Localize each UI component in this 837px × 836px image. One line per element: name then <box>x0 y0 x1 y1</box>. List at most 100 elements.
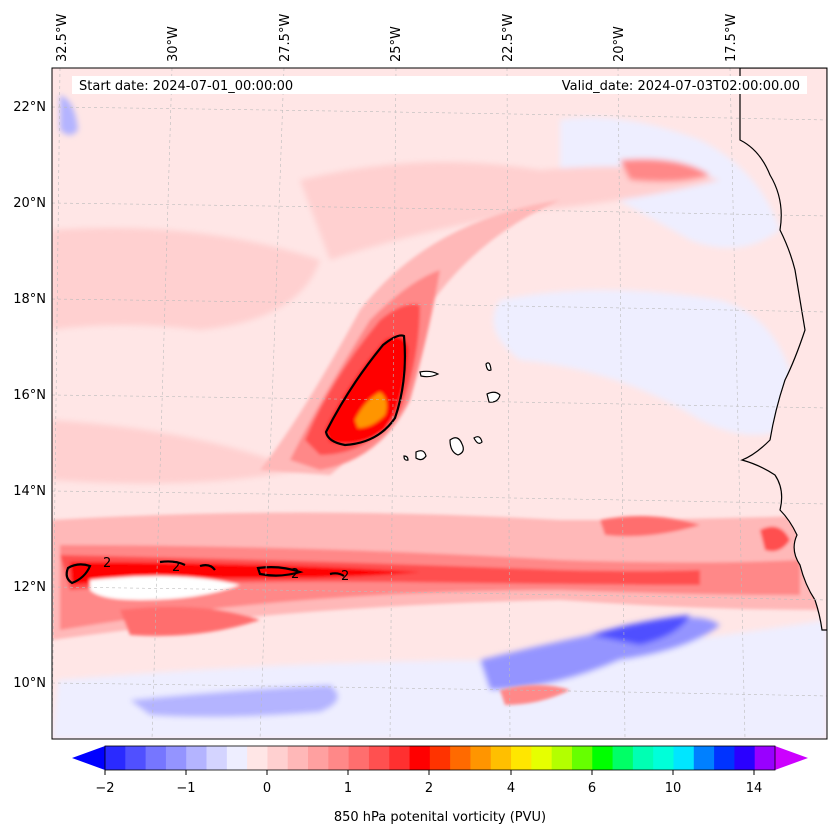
lon-gridline <box>729 68 746 739</box>
lat-label: 16°N <box>13 388 46 403</box>
lon-gridline <box>617 68 626 739</box>
valid-date-label: Valid_date: 2024-07-03T02:00:00.00 <box>562 79 800 94</box>
lat-label: 12°N <box>13 580 46 595</box>
map-frame <box>51 67 828 740</box>
colorbar-segment <box>308 746 329 770</box>
colorbar-segment <box>368 746 390 770</box>
africa-coastline <box>739 68 827 631</box>
pv-contour <box>256 566 304 577</box>
lon-label: 30°W <box>166 26 181 62</box>
lat-label: 10°N <box>13 676 46 691</box>
colorbar-segment <box>125 746 147 770</box>
colorbar-segment <box>247 746 269 770</box>
colorbar-segment <box>105 746 126 770</box>
contour-label: 2 <box>172 560 180 575</box>
pv-contour <box>65 563 92 585</box>
colorbar-segment <box>186 746 208 770</box>
pv-field <box>52 95 827 739</box>
island <box>473 436 483 444</box>
vortex-core <box>355 392 387 428</box>
colorbar-segment <box>287 746 309 770</box>
island <box>449 437 464 456</box>
lat-label: 20°N <box>13 196 46 211</box>
pv-contour <box>329 572 345 577</box>
colorbar-tick-label: 6 <box>588 781 596 796</box>
pv-contour <box>324 334 407 447</box>
colorbar-segment <box>693 746 715 770</box>
colorbar-tick-label: 1 <box>344 781 352 796</box>
island <box>403 455 409 461</box>
colorbar-segment <box>551 746 573 770</box>
island <box>485 362 492 371</box>
colorbar-segment <box>511 746 532 770</box>
lon-label: 32.5°W <box>55 14 70 62</box>
colorbar-segment <box>348 746 370 770</box>
lon-labels: 32.5°W 30°W 27.5°W 25°W 22.5°W 20°W 17.5… <box>55 14 739 62</box>
colorbar-segment <box>470 746 492 770</box>
colorbar-segment <box>673 746 695 770</box>
pos-pv-patch <box>52 420 300 484</box>
pos-pv-patch <box>52 228 320 330</box>
contour-label: 2 <box>103 556 111 571</box>
band-layer <box>500 685 570 705</box>
lon-label: 20°W <box>612 26 627 62</box>
band-layer <box>760 526 790 552</box>
lon-gridline <box>151 68 173 739</box>
band-layer <box>600 516 700 537</box>
colorbar-segment <box>409 746 431 770</box>
lat-gridline <box>52 202 827 217</box>
colorbar-segment <box>267 746 289 770</box>
colorbar: −2 −1 0 1 2 4 6 10 14 850 hPa potenital … <box>72 745 808 825</box>
colorbar-tick-label: −2 <box>95 781 114 796</box>
lon-label: 25°W <box>389 26 404 62</box>
colorbar-segment <box>754 746 776 770</box>
colorbar-segment <box>612 746 634 770</box>
island <box>486 391 501 403</box>
colorbar-segment <box>450 746 472 770</box>
colorbar-segment <box>734 746 756 770</box>
colorbar-min-extend <box>72 746 105 770</box>
neg-pv-patch <box>590 615 690 645</box>
colorbar-max-extend <box>775 746 808 770</box>
neg-pv-patch <box>493 290 800 435</box>
island <box>419 370 440 378</box>
colorbar-title: 850 hPa potenital vorticity (PVU) <box>334 810 546 825</box>
colorbar-frame <box>104 745 776 771</box>
colorbar-tick-label: 4 <box>507 781 515 796</box>
lat-gridline <box>52 682 827 697</box>
band-clear <box>90 576 240 600</box>
vortex-layer <box>325 336 408 444</box>
lat-label: 18°N <box>13 292 46 307</box>
colorbar-segment <box>653 746 675 770</box>
lat-gridline <box>52 106 827 121</box>
colorbar-segment <box>632 746 654 770</box>
lat-gridline <box>52 490 827 505</box>
pv-contour <box>159 560 186 566</box>
lon-gridline <box>259 68 285 739</box>
lat-label: 22°N <box>13 100 46 115</box>
colorbar-segment <box>714 746 735 770</box>
lat-labels: 22°N 20°N 18°N 16°N 14°N 12°N 10°N <box>13 100 46 691</box>
gridlines <box>52 68 827 739</box>
colorbar-tick-labels: −2 −1 0 1 2 4 6 10 14 <box>95 781 762 796</box>
map-panel: 2 2 2 2 <box>52 68 827 739</box>
lon-label: 22.5°W <box>501 14 516 62</box>
neg-pv-patch <box>130 685 338 717</box>
contour-label: 2 <box>291 567 299 582</box>
lat-gridline <box>52 298 827 313</box>
colorbar-segment <box>429 746 451 770</box>
header-box <box>72 76 807 94</box>
colorbar-segment <box>226 746 248 770</box>
colorbar-segment <box>206 746 228 770</box>
lon-gridline <box>506 68 511 739</box>
lon-gridline <box>389 68 397 739</box>
colorbar-ticks <box>104 770 755 775</box>
colorbar-segment <box>165 746 187 770</box>
cape-verde-islands <box>403 362 501 461</box>
contour-lines <box>65 334 407 585</box>
lat-gridline <box>52 586 827 601</box>
contour-labels: 2 2 2 2 <box>103 556 349 584</box>
colorbar-segment <box>145 746 167 770</box>
pv-contour <box>199 564 216 571</box>
